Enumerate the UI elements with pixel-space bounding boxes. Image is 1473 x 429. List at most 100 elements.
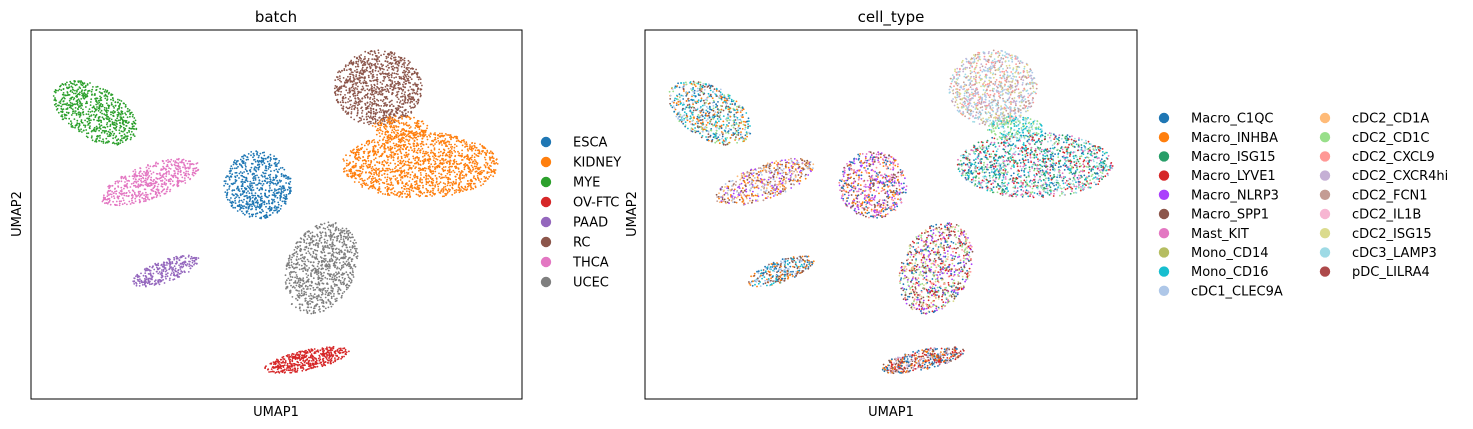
batch-point-paad [133,280,136,283]
batch-point-thca [106,202,109,205]
batch-point-rc [374,100,376,103]
batch-point-ovftc [316,365,319,368]
batch-point-thca [148,167,150,170]
batch-point-esca [257,195,260,198]
batch-point-mye [93,129,95,132]
batch-point-ucec [348,236,351,239]
batch-point-rc [367,51,370,54]
batch-point-rc [355,75,357,78]
batch-point-mye [71,102,73,105]
batch-point-paad [145,269,148,271]
batch-point-rc [397,61,400,64]
batch-point-mye [119,103,121,106]
batch-point-mye [133,121,136,124]
batch-point-rc [333,87,336,90]
batch-point-ucec [306,288,308,290]
batch-point-thca [171,164,173,167]
batch-point-esca [226,189,229,191]
batch-point-ucec [315,254,318,256]
batch-point-esca [261,208,263,211]
batch-point-mye [133,128,136,130]
batch-point-mye [115,126,117,129]
batch-point-rc [383,112,386,115]
batch-point-ucec [340,251,343,254]
batch-point-esca [260,187,263,190]
batch-point-rc [347,98,350,100]
batch-point-esca [238,196,241,199]
batch-point-ucec [329,225,332,228]
batch-point-paad [139,278,141,281]
batch-point-ucec [311,235,314,238]
batch-point-ovftc [323,363,326,366]
batch-point-esca [279,194,281,197]
batch-point-rc [371,91,374,94]
batch-point-mye [103,130,106,133]
batch-point-mye [111,93,114,96]
batch-point-ovftc [274,363,277,366]
batch-point-esca [251,215,254,218]
batch-point-ucec [289,275,292,278]
batch-point-paad [195,256,198,259]
batch-point-paad [171,270,174,272]
batch-point-mye [73,97,76,100]
batch-point-mye [117,98,119,101]
batch-point-ucec [329,303,332,305]
batch-point-thca [188,167,190,170]
batch-point-rc [384,85,387,88]
batch-point-esca [241,183,244,186]
batch-point-esca [262,161,265,163]
batch-point-rc [354,78,356,81]
batch-point-rc [370,80,372,82]
batch-point-ovftc [312,358,315,361]
batch-point-rc [390,63,393,66]
batch-point-ucec [323,271,325,274]
batch-point-thca [108,200,111,203]
batch-point-esca [284,200,287,203]
batch-point-esca [276,206,278,209]
batch-point-thca [123,176,126,179]
batch-point-esca [239,158,242,161]
batch-point-paad [145,267,148,270]
batch-point-rc [371,118,374,121]
batch-point-esca [278,179,281,182]
batch-point-esca [258,188,261,191]
batch-point-paad [173,265,176,268]
batch-point-rc [359,91,362,94]
batch-point-thca [123,194,126,197]
batch-point-thca [185,159,187,162]
batch-point-ucec [291,276,294,279]
batch-point-ucec [296,261,299,264]
batch-point-ucec [329,275,332,278]
batch-point-esca [244,164,247,166]
batch-point-ucec [334,228,337,231]
batch-point-ovftc [329,355,332,358]
batch-point-paad [179,268,182,270]
batch-point-thca [108,186,111,189]
batch-point-mye [112,99,115,102]
batch-point-esca [229,167,232,170]
batch-point-rc [407,62,410,65]
batch-point-esca [238,201,240,203]
batch-point-paad [160,274,163,277]
batch-point-rc [352,61,355,64]
batch-point-ucec [296,255,298,258]
batch-point-paad [144,280,147,282]
batch-point-mye [60,98,63,101]
batch-point-ucec [318,240,321,242]
batch-point-ucec [305,291,307,294]
batch-point-ucec [343,282,345,285]
batch-point-rc [350,86,353,89]
batch-point-rc [380,67,382,70]
batch-point-mye [113,111,116,114]
batch-point-esca [238,172,241,175]
batch-point-mye [59,100,62,103]
batch-point-ovftc [332,361,335,364]
batch-point-mye [115,135,118,138]
batch-point-ovftc [327,362,329,364]
batch-point-thca [158,173,161,175]
batch-point-mye [70,123,72,126]
batch-point-mye [116,115,119,118]
batch-point-esca [242,201,244,204]
batch-point-ovftc [337,358,340,360]
batch-point-ucec [332,295,335,297]
